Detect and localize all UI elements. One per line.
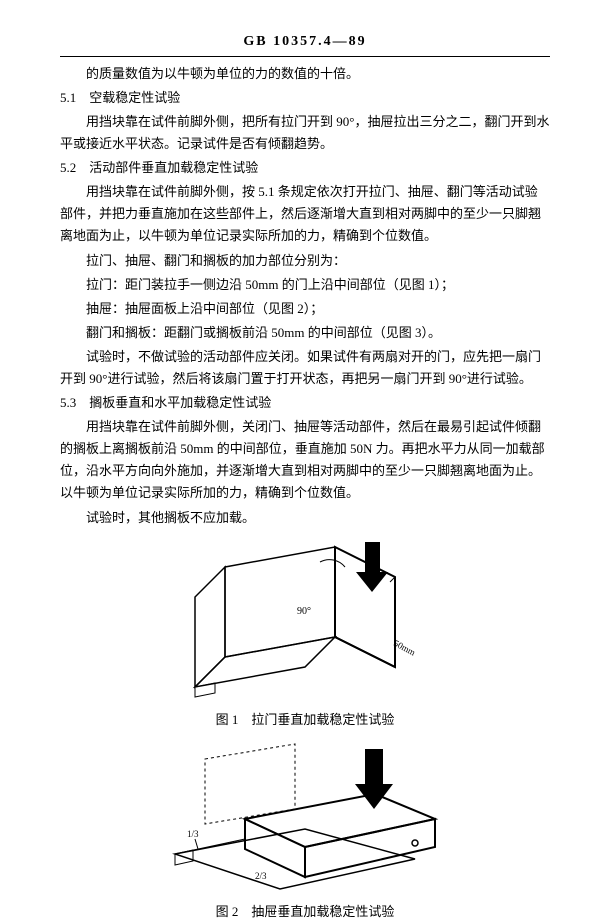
section-5-2-list-intro: 拉门、抽屉、翻门和搁板的加力部位分别为： (60, 250, 550, 272)
figure-2-frac13-label: 1/3 (187, 829, 199, 839)
section-5-2-title: 5.2 活动部件垂直加载稳定性试验 (60, 157, 550, 179)
figure-2: 1/3 2/3 图 2 抽屉垂直加载稳定性试验 (60, 739, 550, 923)
figure-2-svg: 1/3 2/3 (145, 739, 465, 899)
figure-1-angle-label: 90° (297, 606, 311, 617)
force-arrow-icon (356, 542, 388, 592)
section-5-2-para-2: 试验时，不做试验的活动部件应关闭。如果试件有两扇对开的门，应先把一扇门开到 90… (60, 346, 550, 390)
section-5-2-list-item-2: 抽屉：抽屉面板上沿中间部位（见图 2）； (60, 298, 550, 320)
figure-1: 90° 50mm 图 1 拉门垂直加载稳定性试验 (60, 537, 550, 731)
page: GB 10357.4—89 的质量数值为以牛顿为单位的力的数值的十倍。 5.1 … (0, 0, 600, 849)
figure-1-svg: 90° 50mm (165, 537, 445, 707)
section-5-1-para: 用挡块靠在试件前脚外侧，把所有拉门开到 90°，抽屉拉出三分之二，翻门开到水平或… (60, 111, 550, 155)
section-5-1-title: 5.1 空载稳定性试验 (60, 87, 550, 109)
doc-header: GB 10357.4—89 (60, 30, 550, 57)
section-5-2-para-1: 用挡块靠在试件前脚外侧，按 5.1 条规定依次打开拉门、抽屉、翻门等活动试验部件… (60, 181, 550, 247)
section-5-2-list-item-3: 翻门和搁板：距翻门或搁板前沿 50mm 的中间部位（见图 3）。 (60, 322, 550, 344)
continuation-line: 的质量数值为以牛顿为单位的力的数值的十倍。 (60, 63, 550, 85)
section-5-3-para-2: 试验时，其他搁板不应加载。 (60, 507, 550, 529)
section-5-3-title: 5.3 搁板垂直和水平加载稳定性试验 (60, 392, 550, 414)
section-5-3-para-1: 用挡块靠在试件前脚外侧，关闭门、抽屉等活动部件，然后在最易引起试件倾翻的搁板上离… (60, 416, 550, 504)
figure-1-caption: 图 1 拉门垂直加载稳定性试验 (60, 709, 550, 731)
drawer-knob-icon (412, 840, 418, 846)
figure-2-caption: 图 2 抽屉垂直加载稳定性试验 (60, 901, 550, 923)
figure-2-frac23-label: 2/3 (255, 871, 267, 881)
section-5-2-list-item-1: 拉门：距门装拉手一侧边沿 50mm 的门上沿中间部位（见图 1）； (60, 274, 550, 296)
